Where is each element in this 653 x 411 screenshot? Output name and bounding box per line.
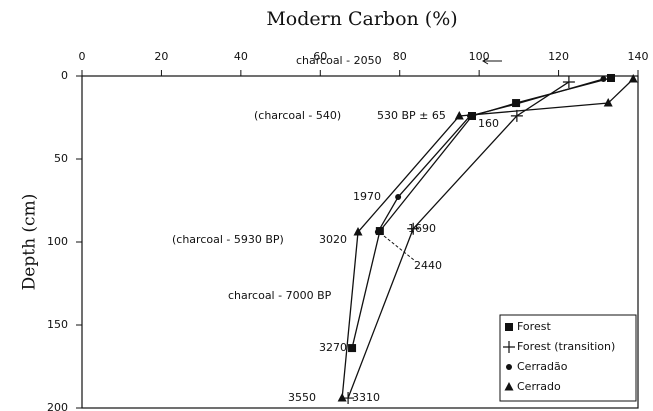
y-axis-label: Depth (cm) <box>20 194 40 291</box>
annotation: 3020 <box>319 233 347 246</box>
legend-label: Forest <box>517 320 551 333</box>
legend-label: Cerrado <box>517 380 561 393</box>
x-tick-label: 40 <box>234 50 248 63</box>
annotation: 3270 <box>319 341 347 354</box>
marker-circle <box>467 113 474 120</box>
y-tick-label: 50 <box>54 152 68 165</box>
x-tick-label: 100 <box>469 50 490 63</box>
marker-circle <box>374 229 381 236</box>
y-tick-label: 0 <box>61 69 68 82</box>
annotation: 1970 <box>353 190 381 203</box>
marker-triangle <box>353 227 363 236</box>
chart-title: Modern Carbon (%) <box>266 8 457 30</box>
annotation: (charcoal - 540) <box>254 109 341 122</box>
x-tick-label: 120 <box>548 50 569 63</box>
legend-box <box>499 314 637 402</box>
marker-square <box>348 344 357 353</box>
legend-marker <box>505 323 513 331</box>
legend-label: Forest (transition) <box>517 340 615 353</box>
annotation: charcoal - 7000 BP <box>228 289 332 302</box>
marker-triangle <box>337 393 347 402</box>
series-line <box>377 78 604 233</box>
x-tick-label: 140 <box>628 50 649 63</box>
arrow <box>383 235 415 261</box>
legend-marker <box>503 341 515 353</box>
annotation: charcoal - 2050 <box>296 54 382 67</box>
annotation: 3550 <box>288 391 316 404</box>
series-line <box>347 81 570 399</box>
y-tick-label: 200 <box>47 401 68 411</box>
arrow-head <box>482 57 489 65</box>
marker-plus <box>562 75 575 88</box>
legend-marker <box>506 364 512 370</box>
annotation: 160 <box>478 117 499 130</box>
marker-triangle <box>603 98 613 107</box>
x-tick-label: 20 <box>154 50 168 63</box>
annotation: (charcoal - 5930 BP) <box>172 233 284 246</box>
y-tick-label: 150 <box>47 318 68 331</box>
legend-label: Cerradão <box>517 360 568 373</box>
annotation: 530 BP ± 65 <box>377 109 446 122</box>
marker-circle <box>513 101 520 108</box>
annotation: 3310 <box>352 391 380 404</box>
x-tick-label: 80 <box>393 50 407 63</box>
marker-plus <box>510 109 523 122</box>
marker-square <box>606 73 615 82</box>
marker-circle <box>600 75 607 82</box>
legend-marker <box>504 382 514 391</box>
annotation: 2440 <box>414 259 442 272</box>
marker-plus <box>407 222 420 235</box>
annotation: 1690 <box>408 222 436 235</box>
marker-triangle <box>628 73 638 83</box>
marker-triangle <box>454 111 464 120</box>
marker-circle <box>395 194 402 201</box>
x-tick-label: 0 <box>79 50 86 63</box>
x-tick-label: 60 <box>313 50 327 63</box>
y-tick-label: 100 <box>47 235 68 248</box>
